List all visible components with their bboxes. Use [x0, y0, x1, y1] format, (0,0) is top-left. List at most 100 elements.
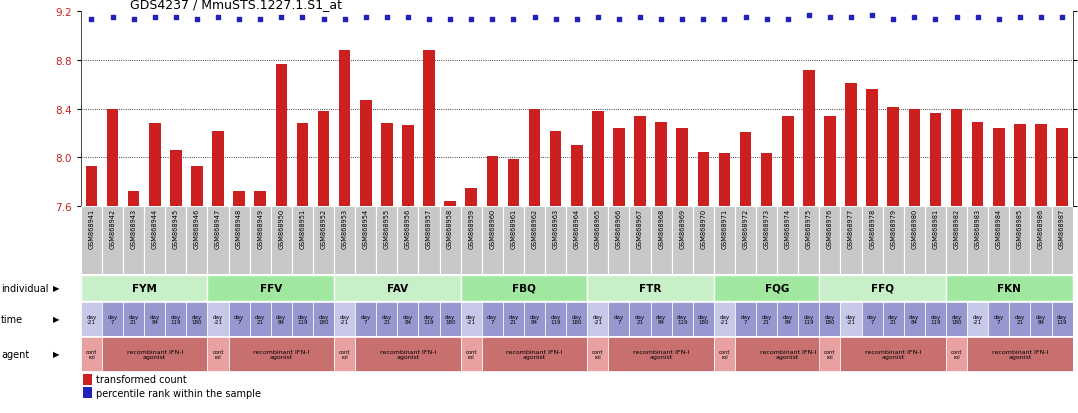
Text: GSM868963: GSM868963 [553, 209, 558, 249]
Point [378, 15, 396, 21]
Text: day
180: day 180 [192, 314, 203, 324]
Bar [318, 112, 329, 206]
Text: day
21: day 21 [1014, 314, 1025, 324]
Bar [276, 64, 287, 206]
Bar [571, 146, 582, 206]
Text: GSM868986: GSM868986 [1038, 209, 1044, 249]
Text: GSM868955: GSM868955 [384, 209, 390, 249]
Bar [212, 131, 224, 206]
Text: day
7: day 7 [361, 314, 371, 324]
Bar [845, 84, 857, 206]
FancyBboxPatch shape [313, 206, 334, 275]
Point [1033, 15, 1050, 21]
FancyBboxPatch shape [608, 302, 630, 336]
Bar [528, 109, 540, 206]
Point [632, 15, 649, 21]
Point [231, 17, 248, 24]
Text: cont
rol: cont rol [951, 349, 963, 359]
FancyBboxPatch shape [398, 302, 418, 336]
Bar [170, 151, 181, 206]
FancyBboxPatch shape [460, 302, 482, 336]
Bar [676, 129, 688, 206]
Text: ▶: ▶ [53, 350, 59, 358]
FancyBboxPatch shape [123, 302, 144, 336]
FancyBboxPatch shape [207, 302, 229, 336]
Text: GSM868948: GSM868948 [236, 209, 243, 249]
FancyBboxPatch shape [588, 302, 608, 336]
FancyBboxPatch shape [735, 302, 756, 336]
FancyBboxPatch shape [81, 206, 102, 275]
FancyBboxPatch shape [144, 206, 165, 275]
Text: GSM868944: GSM868944 [152, 209, 157, 249]
Text: agent: agent [1, 349, 29, 359]
FancyBboxPatch shape [925, 302, 946, 336]
Text: GSM868966: GSM868966 [616, 209, 622, 249]
FancyBboxPatch shape [714, 206, 735, 275]
FancyBboxPatch shape [672, 206, 693, 275]
Text: GSM868960: GSM868960 [489, 209, 495, 249]
Text: recombinant IFN-I
agonist: recombinant IFN-I agonist [992, 349, 1048, 359]
FancyBboxPatch shape [735, 206, 756, 275]
FancyBboxPatch shape [292, 302, 313, 336]
Point [652, 17, 669, 24]
Point [526, 15, 543, 21]
Text: day
-21: day -21 [212, 314, 223, 324]
Text: GSM868946: GSM868946 [194, 209, 199, 249]
Text: GSM868950: GSM868950 [278, 209, 285, 249]
Point [1053, 15, 1070, 21]
Bar [1035, 125, 1047, 206]
FancyBboxPatch shape [967, 302, 989, 336]
FancyBboxPatch shape [123, 206, 144, 275]
FancyBboxPatch shape [165, 302, 186, 336]
Bar [83, 374, 93, 385]
Point [83, 17, 100, 24]
Point [863, 13, 881, 19]
Bar [993, 129, 1005, 206]
Point [842, 15, 859, 21]
FancyBboxPatch shape [672, 302, 693, 336]
Text: individual: individual [1, 283, 49, 293]
Text: cont
rol: cont rol [466, 349, 476, 359]
Bar [740, 133, 751, 206]
Text: time: time [1, 314, 24, 324]
FancyBboxPatch shape [250, 302, 271, 336]
Text: day
7: day 7 [487, 314, 497, 324]
Text: day
119: day 119 [1056, 314, 1067, 324]
FancyBboxPatch shape [630, 302, 651, 336]
FancyBboxPatch shape [250, 206, 271, 275]
Text: day
-21: day -21 [86, 314, 97, 324]
Bar [107, 109, 119, 206]
FancyBboxPatch shape [1031, 206, 1051, 275]
Text: FFV: FFV [260, 283, 281, 293]
FancyBboxPatch shape [588, 206, 608, 275]
Bar [85, 166, 97, 206]
FancyBboxPatch shape [334, 275, 460, 301]
Text: GSM868983: GSM868983 [975, 209, 981, 249]
Text: GSM868962: GSM868962 [531, 209, 538, 249]
Text: GSM868978: GSM868978 [869, 209, 875, 249]
Bar [1056, 129, 1068, 206]
Text: recombinant IFN-I
agonist: recombinant IFN-I agonist [760, 349, 816, 359]
Point [462, 17, 480, 24]
Text: GSM868982: GSM868982 [954, 209, 959, 249]
FancyBboxPatch shape [482, 206, 502, 275]
FancyBboxPatch shape [1009, 302, 1031, 336]
Bar [592, 112, 604, 206]
Text: GSM868959: GSM868959 [468, 209, 474, 249]
Point [568, 17, 585, 24]
Text: GSM868949: GSM868949 [258, 209, 263, 249]
Text: GDS4237 / MmuSTS.1227.1.S1_at: GDS4237 / MmuSTS.1227.1.S1_at [130, 0, 343, 11]
Point [779, 17, 797, 24]
Text: day
7: day 7 [108, 314, 118, 324]
Text: day
7: day 7 [867, 314, 877, 324]
Text: day
119: day 119 [930, 314, 941, 324]
FancyBboxPatch shape [440, 302, 460, 336]
FancyBboxPatch shape [903, 302, 925, 336]
FancyBboxPatch shape [292, 206, 313, 275]
Point [694, 17, 711, 24]
FancyBboxPatch shape [861, 302, 883, 336]
Text: ▶: ▶ [53, 315, 59, 323]
FancyBboxPatch shape [989, 206, 1009, 275]
Bar [508, 159, 520, 206]
Point [948, 15, 965, 21]
